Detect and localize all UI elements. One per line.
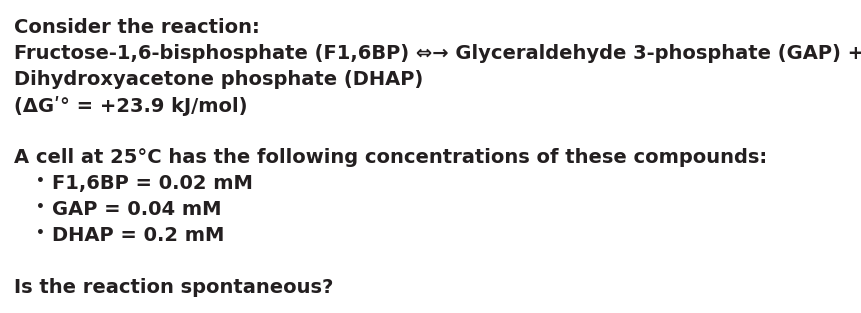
- Text: •: •: [36, 200, 45, 214]
- Text: DHAP = 0.2 mM: DHAP = 0.2 mM: [52, 226, 225, 245]
- Text: Dihydroxyacetone phosphate (DHAP): Dihydroxyacetone phosphate (DHAP): [14, 70, 424, 89]
- Text: Is the reaction spontaneous?: Is the reaction spontaneous?: [14, 278, 333, 297]
- Text: F1,6BP = 0.02 mM: F1,6BP = 0.02 mM: [52, 174, 253, 193]
- Text: Consider the reaction:: Consider the reaction:: [14, 18, 260, 37]
- Text: (ΔGʹ° = +23.9 kJ/mol): (ΔGʹ° = +23.9 kJ/mol): [14, 96, 247, 116]
- Text: •: •: [36, 226, 45, 240]
- Text: A cell at 25°C has the following concentrations of these compounds:: A cell at 25°C has the following concent…: [14, 148, 767, 167]
- Text: •: •: [36, 174, 45, 188]
- Text: GAP = 0.04 mM: GAP = 0.04 mM: [52, 200, 221, 219]
- Text: Fructose-1,6-bisphosphate (F1,6BP) ⇔→ Glyceraldehyde 3-phosphate (GAP) +: Fructose-1,6-bisphosphate (F1,6BP) ⇔→ Gl…: [14, 44, 861, 63]
